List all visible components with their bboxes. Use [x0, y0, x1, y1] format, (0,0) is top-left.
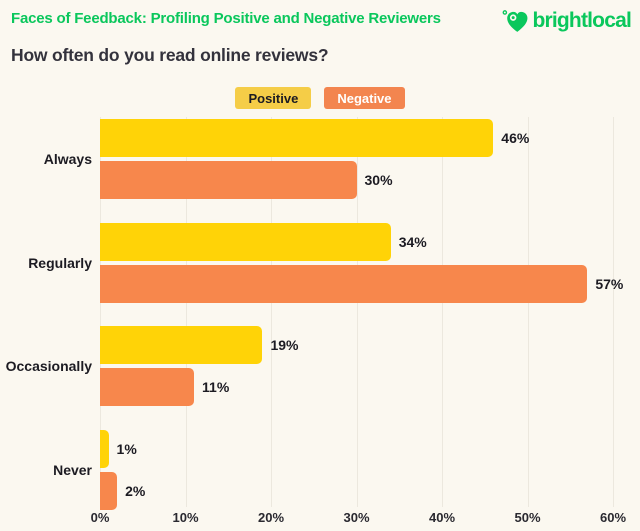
gridline — [271, 117, 272, 507]
brightlocal-logo: brightlocal — [502, 8, 632, 33]
gridline — [185, 117, 187, 507]
category-group-never: Never 1% 2% — [53, 430, 613, 511]
bar-positive-never — [100, 430, 109, 469]
bar-row: 1% — [100, 430, 613, 469]
value-label: 11% — [202, 379, 230, 396]
gridline — [356, 117, 358, 507]
bar-negative-regularly — [100, 264, 588, 303]
bar-row: 34% — [100, 222, 613, 261]
value-label: 46% — [501, 130, 530, 146]
bar-negative-never — [100, 472, 118, 511]
gridline — [100, 117, 101, 507]
value-label: 19% — [270, 337, 299, 354]
category-group-occasionally: Occasionally 19% 11% — [6, 326, 613, 407]
bar-row: 19% — [100, 326, 613, 365]
bar-row: 11% — [100, 368, 613, 407]
bar-row: 57% — [100, 264, 623, 303]
brightlocal-logo-text: brightlocal — [532, 8, 631, 32]
bar-negative-always — [100, 161, 357, 199]
value-label: 2% — [125, 483, 146, 500]
value-label: 57% — [595, 275, 624, 292]
bar-row: 2% — [100, 472, 613, 511]
x-tick-label: 10% — [172, 510, 199, 525]
gridline — [527, 117, 529, 507]
value-label: 30% — [364, 172, 393, 188]
x-tick-label: 40% — [428, 510, 456, 525]
category-label: Never — [53, 462, 92, 479]
category-label: Occasionally — [5, 358, 92, 375]
bar-row: 46% — [100, 119, 613, 157]
x-tick-label: 30% — [343, 510, 370, 525]
legend-item-negative: Negative — [324, 87, 405, 109]
legend-item-positive: Positive — [235, 87, 312, 109]
chart-legend: Positive Negative — [0, 87, 640, 109]
x-axis: 0% 10% 20% 30% 40% 50% 60% — [91, 510, 626, 528]
bar-positive-occasionally — [100, 326, 263, 365]
chart-title: How often do you read online reviews? — [11, 45, 329, 65]
bar-positive-regularly — [100, 222, 391, 261]
page-title: Faces of Feedback: Profiling Positive an… — [11, 10, 441, 27]
value-label: 1% — [116, 441, 137, 458]
category-group-always: Always 46% 30% — [44, 119, 613, 199]
bar-row: 30% — [100, 161, 613, 199]
x-tick-label: 20% — [257, 510, 285, 525]
value-label: 34% — [398, 233, 427, 250]
x-tick-label: 50% — [514, 510, 541, 525]
bar-negative-occasionally — [100, 368, 195, 407]
category-label: Always — [43, 151, 92, 167]
gridline — [613, 117, 614, 507]
bar-chart-plot: Always 46% 30% Regularly 34% 57% Occasionally 1… — [6, 117, 623, 511]
bar-positive-always — [100, 119, 494, 157]
category-label: Regularly — [28, 254, 92, 271]
x-tick-label: 60% — [599, 510, 627, 525]
gridline — [442, 117, 443, 507]
x-tick-label: 0% — [90, 510, 110, 525]
heart-pin-icon — [503, 10, 528, 32]
category-group-regularly: Regularly 34% 57% — [28, 222, 623, 303]
